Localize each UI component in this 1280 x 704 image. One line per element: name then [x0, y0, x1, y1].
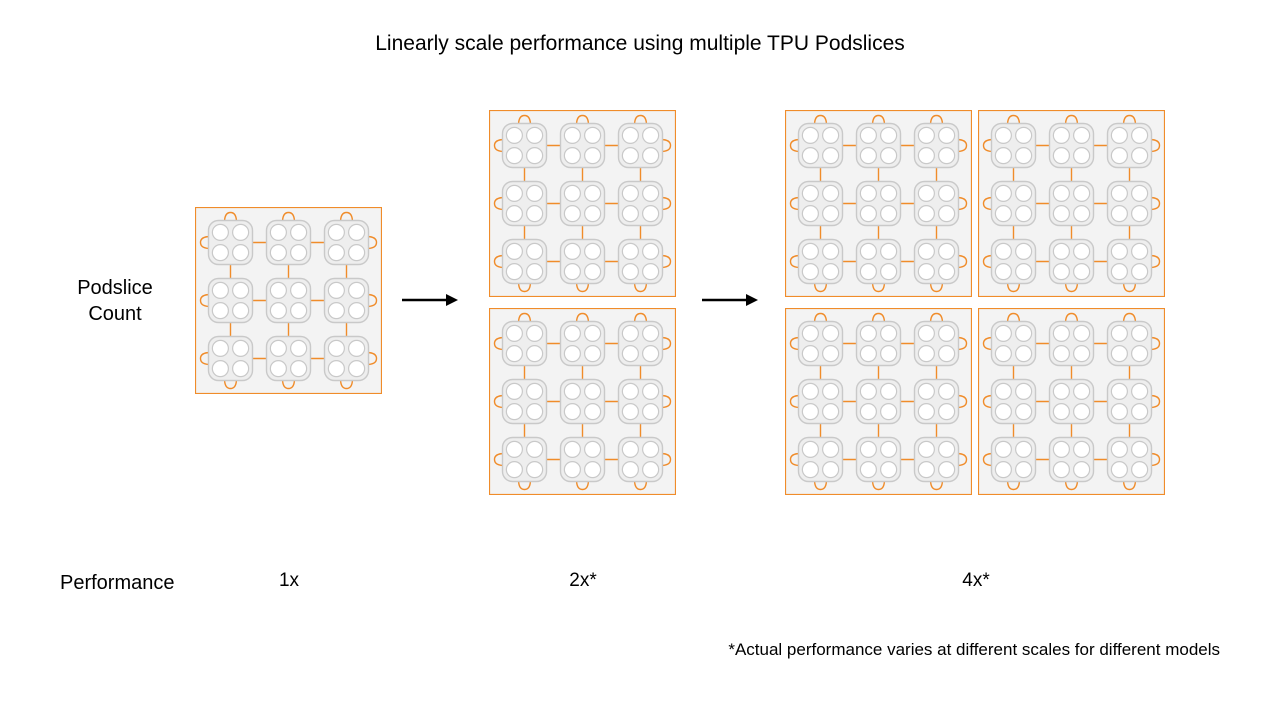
podslice-icon [785, 110, 972, 302]
podslice-row [785, 308, 1165, 500]
podslice-row [785, 110, 1165, 302]
podslice-row [489, 110, 676, 302]
arrow-icon [400, 290, 460, 310]
podslice-icon [978, 110, 1165, 302]
podslice-row [489, 308, 676, 500]
podslice-icon [489, 110, 676, 302]
performance-value-2: 2x* [548, 570, 618, 592]
stage-1 [195, 207, 382, 399]
podslice-icon [489, 308, 676, 500]
footnote: *Actual performance varies at different … [728, 640, 1220, 660]
arrow-icon [700, 290, 760, 310]
performance-label: Performance [60, 570, 170, 596]
podslice-icon [195, 207, 382, 399]
podslice-row [195, 207, 382, 399]
stage-3 [785, 110, 1165, 500]
performance-value-3: 4x* [941, 570, 1011, 592]
podslice-icon [785, 308, 972, 500]
stage-2 [489, 110, 676, 500]
performance-value-1: 1x [254, 570, 324, 592]
podslice-count-label: PodsliceCount [60, 275, 170, 327]
podslice-icon [978, 308, 1165, 500]
page-title: Linearly scale performance using multipl… [0, 32, 1280, 56]
